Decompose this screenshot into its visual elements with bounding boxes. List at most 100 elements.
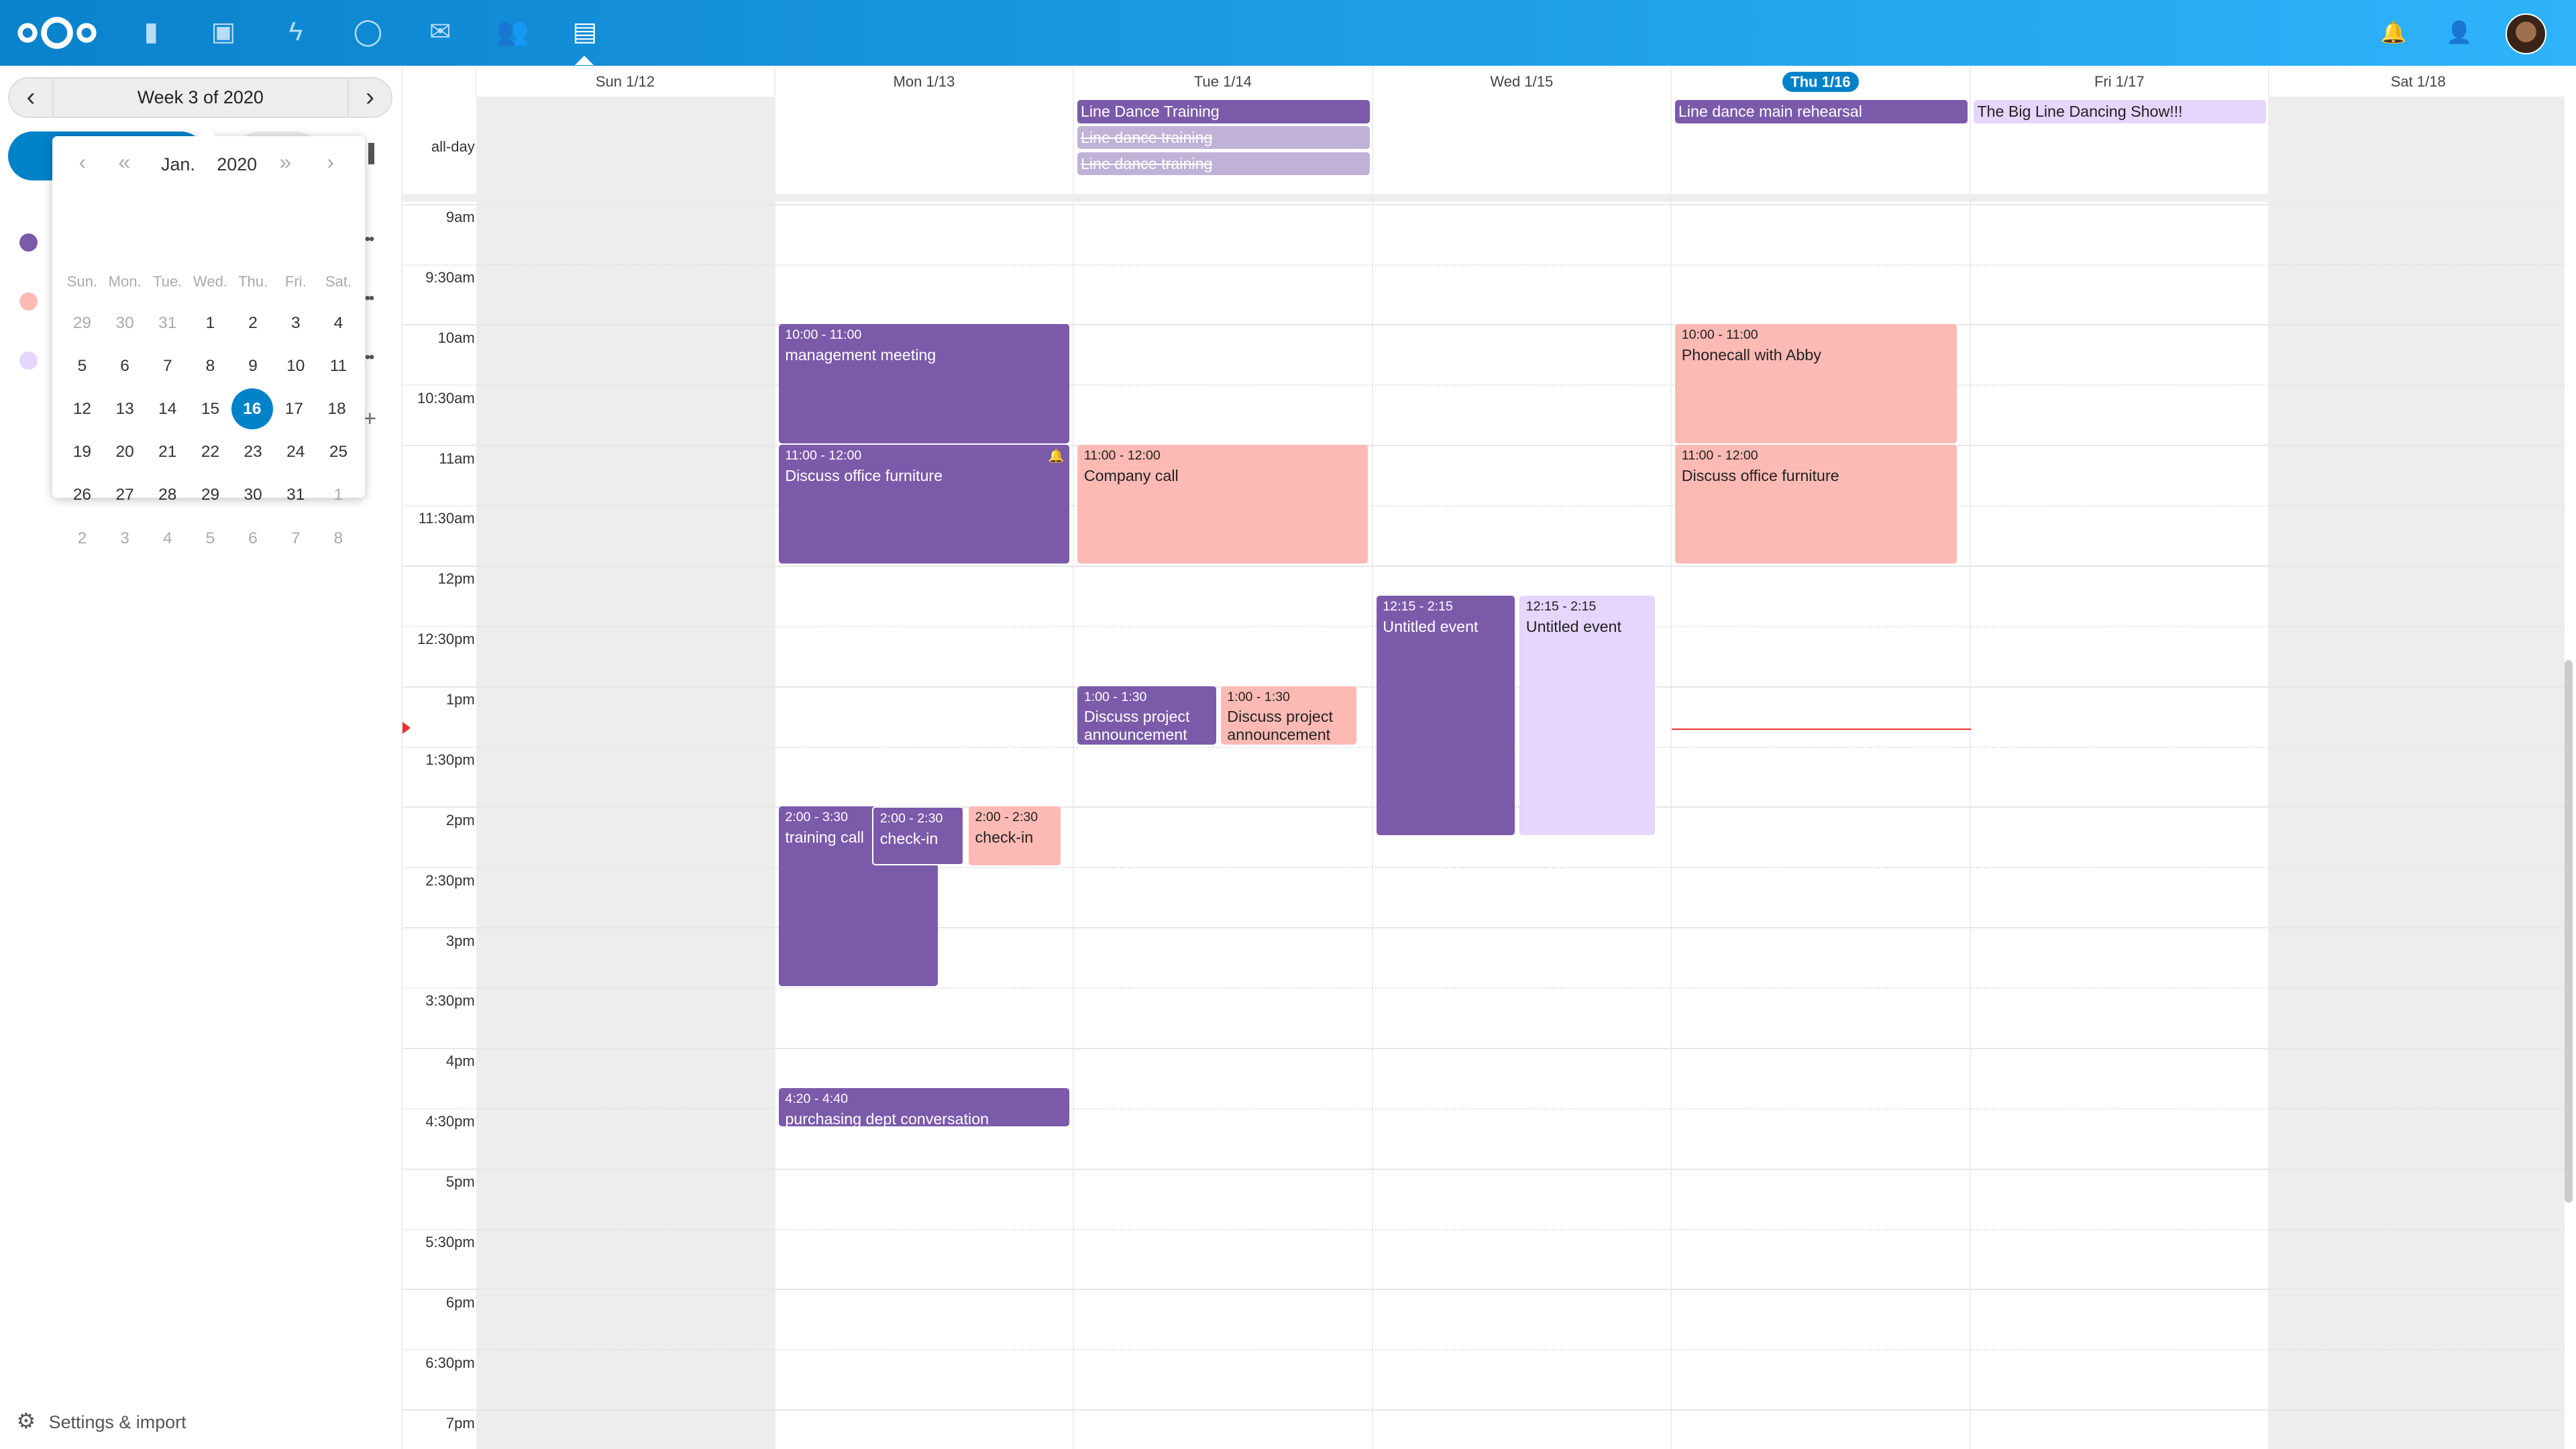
activity-icon[interactable]: ϟ: [288, 17, 303, 47]
day-cell[interactable]: 21: [158, 443, 177, 462]
day-cell[interactable]: 27: [115, 486, 134, 504]
allday-event[interactable]: The Big Line Dancing Show!!!: [1974, 100, 2267, 123]
day-column[interactable]: [775, 97, 1075, 1449]
calendar-event[interactable]: 2:00 - 2:30 check-in: [871, 806, 964, 865]
day-cell[interactable]: 7: [290, 529, 301, 547]
day-cell[interactable]: 11: [329, 356, 347, 375]
files-icon[interactable]: ▮: [144, 17, 159, 47]
calendar-event[interactable]: 11:00 - 12:00 Discuss office furniture 🔔: [778, 445, 1069, 564]
day-cell[interactable]: 19: [72, 443, 92, 462]
calendar-icon[interactable]: ▤: [572, 17, 598, 47]
previous-month-icon[interactable]: ‹: [78, 149, 87, 174]
calendar-more-icon[interactable]: ••: [364, 289, 375, 308]
calendar-event[interactable]: 12:15 - 2:15 Untitled event: [1376, 595, 1515, 835]
settings-import-button[interactable]: ⚙ Settings & import: [16, 1408, 186, 1434]
day-header[interactable]: Thu 1/16: [1672, 67, 1971, 97]
day-column[interactable]: [1672, 97, 1971, 1449]
day-cell[interactable]: 17: [284, 400, 303, 419]
day-cell[interactable]: 18: [327, 400, 346, 419]
calendar-event[interactable]: 12:15 - 2:15 Untitled event: [1519, 595, 1656, 835]
day-cell[interactable]: 24: [286, 443, 305, 462]
day-cell[interactable]: 6: [248, 529, 258, 547]
day-cell[interactable]: 5: [205, 529, 215, 547]
scrollbar[interactable]: [2564, 660, 2573, 1203]
day-column[interactable]: [1971, 97, 2270, 1449]
allday-event[interactable]: Line dance training: [1077, 152, 1370, 176]
day-cell[interactable]: 8: [333, 529, 343, 547]
previous-week-button[interactable]: ‹: [26, 83, 36, 112]
year-label[interactable]: 2020: [217, 154, 258, 175]
day-cell[interactable]: 10: [286, 356, 305, 375]
day-cell[interactable]: 23: [244, 443, 262, 462]
calendar-event[interactable]: 1:00 - 1:30 Discuss project announcement: [1220, 686, 1356, 745]
day-cell[interactable]: 12: [72, 400, 92, 419]
day-cell[interactable]: 22: [201, 443, 220, 462]
day-cell[interactable]: 30: [244, 486, 262, 504]
calendar-color-dot[interactable]: [19, 233, 38, 252]
calendar-event[interactable]: 2:00 - 2:30 check-in: [968, 806, 1061, 865]
day-cell[interactable]: 16: [231, 388, 273, 430]
calendar-more-icon[interactable]: ••: [364, 229, 375, 248]
day-cell[interactable]: 5: [77, 356, 87, 375]
day-header[interactable]: Wed 1/15: [1373, 67, 1672, 97]
day-cell[interactable]: 13: [115, 400, 134, 419]
day-header[interactable]: Tue 1/14: [1074, 67, 1373, 97]
day-column[interactable]: [2269, 97, 2565, 1449]
day-cell[interactable]: 31: [158, 313, 177, 332]
week-picker-button[interactable]: Week 3 of 2020: [52, 78, 349, 117]
allday-event[interactable]: Line dance training: [1077, 126, 1370, 150]
calendar-color-dot[interactable]: [19, 352, 38, 370]
allday-event[interactable]: Line Dance Training: [1077, 100, 1370, 123]
day-cell[interactable]: 7: [162, 356, 172, 375]
photos-icon[interactable]: ▣: [211, 17, 236, 47]
notifications-icon[interactable]: 🔔: [2380, 20, 2407, 45]
day-cell[interactable]: 29: [201, 486, 220, 504]
day-cell[interactable]: 31: [286, 486, 305, 504]
mail-icon[interactable]: ✉: [429, 17, 451, 47]
next-year-icon[interactable]: »: [279, 149, 292, 174]
talk-icon[interactable]: ◯: [353, 17, 383, 47]
day-cell[interactable]: 9: [248, 356, 258, 375]
calendar-event[interactable]: 11:00 - 12:00 Company call: [1077, 445, 1368, 564]
contacts-icon[interactable]: 👥: [496, 17, 529, 47]
day-cell[interactable]: 8: [205, 356, 215, 375]
day-column[interactable]: [1074, 97, 1373, 1449]
day-header[interactable]: Sun 1/12: [476, 67, 775, 97]
day-cell[interactable]: 4: [333, 313, 343, 332]
calendar-event[interactable]: 11:00 - 12:00 Discuss office furniture: [1674, 445, 1957, 564]
day-cell[interactable]: 3: [290, 313, 301, 332]
day-header[interactable]: Fri 1/17: [1971, 67, 2270, 97]
day-column[interactable]: [476, 97, 775, 1449]
next-week-button[interactable]: ›: [365, 83, 374, 112]
day-cell[interactable]: 28: [158, 486, 177, 504]
day-cell[interactable]: 2: [77, 529, 87, 547]
next-month-icon[interactable]: ›: [327, 149, 334, 174]
view-toggle[interactable]: [368, 143, 375, 164]
day-column[interactable]: [1373, 97, 1672, 1449]
calendar-event[interactable]: 10:00 - 11:00 management meeting: [778, 324, 1069, 443]
day-cell[interactable]: 29: [72, 313, 92, 332]
day-cell[interactable]: 15: [201, 400, 220, 419]
add-calendar-icon[interactable]: +: [363, 405, 377, 431]
day-cell[interactable]: 2: [248, 313, 258, 332]
day-cell[interactable]: 25: [329, 443, 348, 462]
previous-year-icon[interactable]: «: [118, 149, 131, 174]
calendar-color-dot[interactable]: [19, 292, 38, 311]
day-cell[interactable]: 3: [120, 529, 129, 547]
day-cell[interactable]: 14: [158, 400, 177, 419]
avatar[interactable]: [2505, 13, 2546, 54]
calendar-event[interactable]: 4:20 - 4:40 purchasing dept conversation: [778, 1087, 1069, 1127]
day-cell[interactable]: 1: [205, 313, 215, 332]
day-header[interactable]: Sat 1/18: [2269, 67, 2565, 97]
calendar-event[interactable]: 1:00 - 1:30 Discuss project announcement: [1077, 686, 1216, 745]
month-label[interactable]: Jan.: [160, 154, 195, 175]
day-cell[interactable]: 6: [120, 356, 129, 375]
allday-event[interactable]: Line dance main rehearsal: [1674, 100, 1968, 123]
day-cell[interactable]: 4: [162, 529, 172, 547]
day-cell[interactable]: 30: [115, 313, 134, 332]
day-header[interactable]: Mon 1/13: [775, 67, 1075, 97]
contacts-menu-icon[interactable]: 👤: [2446, 20, 2473, 45]
day-cell[interactable]: 1: [333, 486, 343, 504]
calendar-more-icon[interactable]: ••: [364, 348, 375, 367]
day-cell[interactable]: 26: [72, 486, 92, 504]
